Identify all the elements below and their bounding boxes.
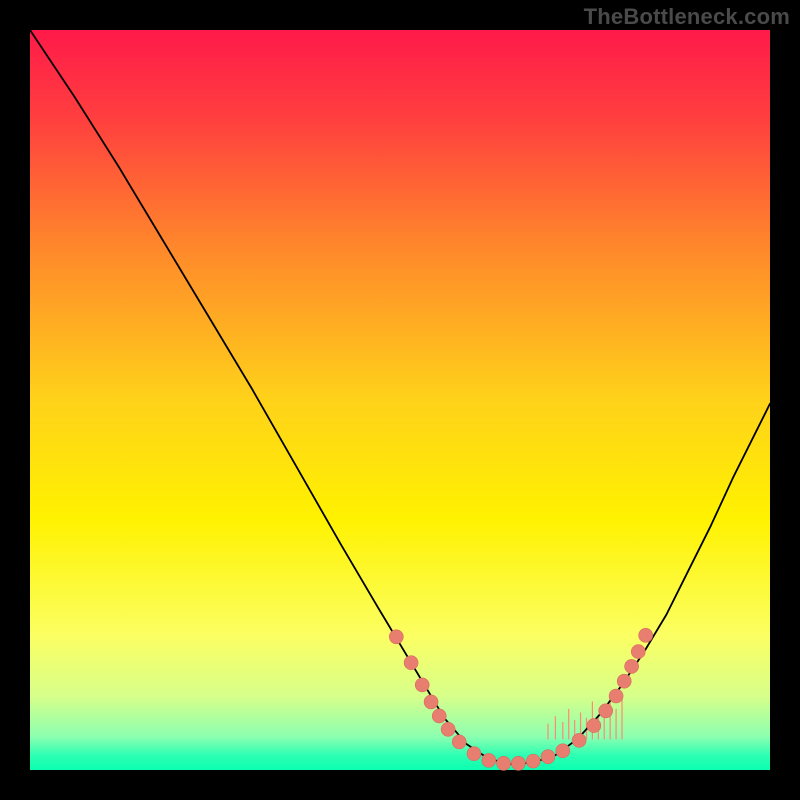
marker-dot [556, 744, 570, 758]
marker-dot [587, 719, 601, 733]
marker-dot [452, 735, 466, 749]
plot-svg [0, 0, 800, 800]
gradient-background [30, 30, 770, 770]
marker-dot [526, 754, 540, 768]
marker-dot [441, 722, 455, 736]
marker-dot [617, 674, 631, 688]
marker-dot [432, 709, 446, 723]
marker-dot [609, 689, 623, 703]
marker-dot [541, 750, 555, 764]
marker-dot [497, 756, 511, 770]
marker-dot [415, 678, 429, 692]
marker-dot [467, 747, 481, 761]
watermark-text: TheBottleneck.com [584, 4, 790, 30]
marker-dot [599, 704, 613, 718]
marker-dot [389, 630, 403, 644]
marker-dot [639, 628, 653, 642]
marker-dot [572, 733, 586, 747]
marker-dot [511, 756, 525, 770]
marker-dot [424, 695, 438, 709]
marker-dot [631, 645, 645, 659]
marker-dot [625, 659, 639, 673]
marker-dot [404, 656, 418, 670]
chart-root: TheBottleneck.com [0, 0, 800, 800]
marker-dot [482, 753, 496, 767]
